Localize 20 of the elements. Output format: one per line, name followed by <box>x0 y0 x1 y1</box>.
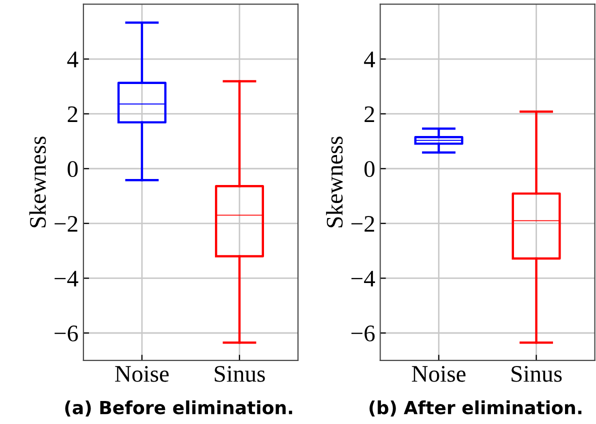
y-tick-label: 0 <box>364 161 374 178</box>
y-tick-label: −2 <box>351 216 374 232</box>
y-tick-label: 4 <box>67 52 78 68</box>
x-tick-label: Noise <box>412 366 466 382</box>
y-axis-title: Skewness <box>326 136 343 228</box>
y-tick-label: 0 <box>68 161 78 178</box>
x-tick-label: Sinus <box>512 366 562 382</box>
x-tick-label: Noise <box>115 366 169 382</box>
text: (a) Before elimination. <box>65 400 292 417</box>
y-tick-label: −2 <box>54 216 78 232</box>
y-tick-label: −6 <box>351 326 375 342</box>
y-tick-label: −4 <box>54 270 78 286</box>
y-tick-label: 2 <box>68 106 78 122</box>
y-axis-title: Skewness <box>29 136 46 228</box>
y-tick-label: 2 <box>364 106 374 122</box>
y-tick-label: −4 <box>351 270 376 286</box>
y-tick-label: −6 <box>54 326 78 342</box>
y-tick-label: 4 <box>364 52 376 68</box>
text: (b) After elimination. <box>370 400 582 417</box>
x-tick-label: Sinus <box>214 366 265 382</box>
